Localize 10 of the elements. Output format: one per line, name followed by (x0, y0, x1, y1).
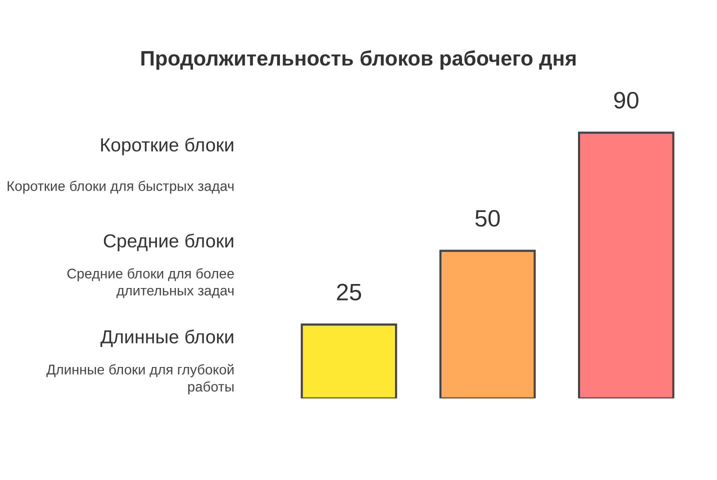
text: Длинные блоки (100, 330, 234, 347)
data-label: 90 (614, 92, 638, 109)
text: Средние блоки для более длительных задач (67, 268, 234, 298)
text: Средние блоки (104, 234, 234, 252)
text: Длинные блоки для глубокой работы (46, 364, 234, 394)
data-label: 25 (337, 284, 362, 300)
text: Короткие блоки (101, 138, 234, 156)
chart-title: Продолжительность блоков рабочего дня (141, 50, 576, 70)
data-label: 50 (475, 210, 500, 227)
text: Короткие блоки для быстрых задач (8, 180, 234, 194)
